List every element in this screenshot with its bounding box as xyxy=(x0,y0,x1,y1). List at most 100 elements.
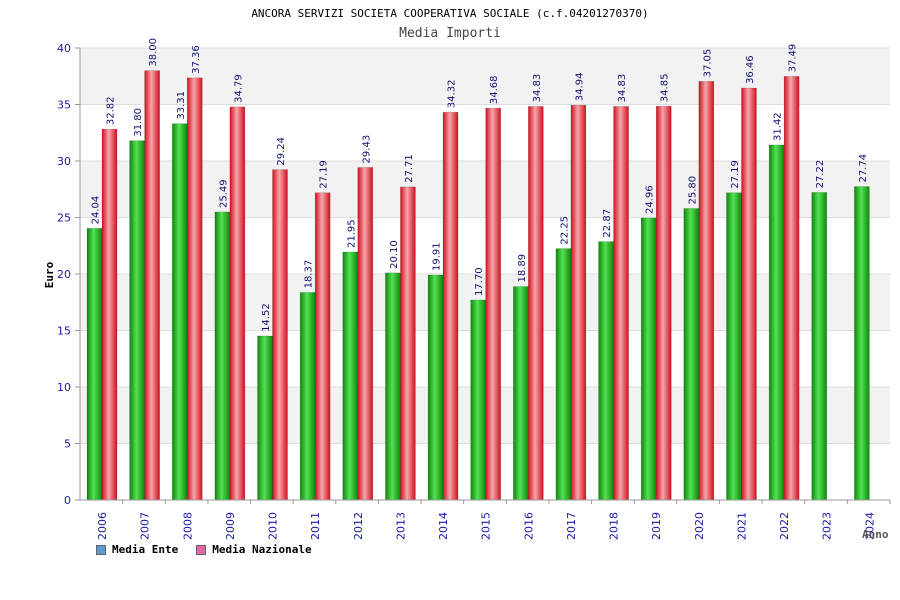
bar-media-nazionale xyxy=(698,81,715,501)
bar-media-ente xyxy=(726,192,742,501)
x-tick-label: 2007 xyxy=(139,512,152,540)
y-tick-label: 10 xyxy=(57,381,71,394)
x-tick-label: 2019 xyxy=(650,512,663,540)
x-tick-label: 2006 xyxy=(96,512,109,540)
data-label-media-ente: 27.74 xyxy=(858,154,869,183)
data-label-media-nazionale: 34.83 xyxy=(532,74,543,103)
data-label-media-ente: 19.91 xyxy=(432,242,443,271)
bar-media-nazionale xyxy=(187,77,203,501)
bar-media-nazionale xyxy=(783,76,800,501)
data-label-media-ente: 22.87 xyxy=(602,209,613,238)
data-label-media-nazionale: 37.49 xyxy=(788,44,799,73)
y-tick-label: 15 xyxy=(57,325,71,338)
bar-media-ente xyxy=(598,241,614,501)
legend-label-media-nazionale: Media Nazionale xyxy=(212,543,312,556)
x-tick-label: 2021 xyxy=(735,512,748,540)
legend-item-media-nazionale: Media Nazionale xyxy=(196,543,312,556)
x-tick-label: 2010 xyxy=(267,512,280,540)
data-label-media-ente: 21.95 xyxy=(346,219,357,248)
bar-media-nazionale xyxy=(101,128,118,501)
data-label-media-nazionale: 34.83 xyxy=(617,74,628,103)
data-label-media-ente: 18.37 xyxy=(304,260,315,289)
y-tick-label: 20 xyxy=(57,268,71,281)
chart-subtitle: Media Importi xyxy=(399,26,501,41)
data-label-media-nazionale: 37.05 xyxy=(702,49,713,78)
data-label-media-ente: 31.80 xyxy=(133,108,144,137)
x-tick-label: 2017 xyxy=(565,512,578,540)
y-tick-label: 35 xyxy=(57,99,71,112)
bar-media-ente xyxy=(683,208,700,501)
data-label-media-ente: 20.10 xyxy=(389,240,400,269)
x-tick-label: 2011 xyxy=(309,512,322,540)
data-label-media-nazionale: 37.36 xyxy=(191,45,202,74)
data-label-media-ente: 31.42 xyxy=(773,112,784,141)
legend-label-media-ente: Media Ente xyxy=(112,543,179,556)
bar-media-nazionale xyxy=(528,106,544,501)
data-label-media-nazionale: 36.46 xyxy=(745,55,756,84)
bar-media-nazionale xyxy=(357,167,374,501)
x-tick-label: 2013 xyxy=(394,512,407,540)
x-tick-label: 2008 xyxy=(181,512,194,540)
data-label-media-nazionale: 29.43 xyxy=(361,135,372,164)
x-tick-label: 2009 xyxy=(224,512,237,540)
data-label-media-nazionale: 29.24 xyxy=(276,137,287,166)
bar-media-nazionale xyxy=(485,107,501,501)
bar-media-ente xyxy=(427,274,444,501)
data-label-media-ente: 18.89 xyxy=(517,254,528,283)
x-tick-label: 2023 xyxy=(821,512,834,540)
bar-media-nazionale xyxy=(400,186,416,501)
bar-media-nazionale xyxy=(741,87,757,501)
legend-item-media-ente: Media Ente xyxy=(96,543,178,556)
bar-media-ente xyxy=(640,217,657,501)
chart-title: ANCORA SERVIZI SOCIETA COOPERATIVA SOCIA… xyxy=(251,7,648,20)
bar-media-ente xyxy=(129,140,145,501)
bar-media-nazionale xyxy=(570,104,587,501)
bar-media-nazionale xyxy=(314,192,331,501)
y-tick-label: 40 xyxy=(57,42,71,55)
legend-swatch-media-ente xyxy=(96,544,106,555)
data-label-media-nazionale: 38.00 xyxy=(148,38,159,67)
data-label-media-nazionale: 34.94 xyxy=(574,73,585,102)
data-label-media-nazionale: 27.19 xyxy=(319,160,330,189)
data-label-media-nazionale: 34.79 xyxy=(233,74,244,103)
data-label-media-ente: 24.04 xyxy=(91,196,102,225)
bar-media-ente xyxy=(86,228,103,501)
data-label-media-ente: 25.49 xyxy=(218,179,229,208)
bar-media-nazionale xyxy=(442,111,459,501)
data-label-media-ente: 27.22 xyxy=(815,160,826,189)
data-label-media-nazionale: 34.85 xyxy=(660,74,671,103)
x-tick-label: 2020 xyxy=(693,512,706,540)
x-tick-label: 2016 xyxy=(522,512,535,540)
bar-media-ente xyxy=(214,211,231,501)
data-label-media-nazionale: 34.32 xyxy=(447,80,458,109)
y-tick-label: 30 xyxy=(57,155,71,168)
bar-media-nazionale xyxy=(144,70,160,501)
y-tick-label: 0 xyxy=(64,494,71,507)
bar-media-nazionale xyxy=(272,169,288,501)
bar-media-ente xyxy=(555,248,572,501)
bar-media-nazionale xyxy=(229,106,246,501)
x-tick-label: 2022 xyxy=(778,512,791,540)
data-label-media-nazionale: 27.71 xyxy=(404,154,415,183)
legend-swatch-media-nazionale xyxy=(196,544,207,555)
data-label-media-nazionale: 34.68 xyxy=(489,75,500,104)
x-tick-label: 2018 xyxy=(608,512,621,540)
bar-media-ente xyxy=(257,335,273,501)
x-tick-label: 2014 xyxy=(437,512,450,540)
bar-media-ente xyxy=(385,272,401,501)
x-tick-label: 2024 xyxy=(863,512,876,540)
data-label-media-ente: 33.31 xyxy=(176,91,187,120)
bar-media-ente xyxy=(172,123,188,501)
bar-media-ente xyxy=(299,292,316,501)
bar-media-ente xyxy=(811,192,827,501)
y-tick-label: 25 xyxy=(57,212,71,225)
legend: Media Ente Media Nazionale xyxy=(96,543,312,556)
data-label-media-ente: 27.19 xyxy=(730,160,741,189)
y-tick-label: 5 xyxy=(64,438,71,451)
data-label-media-ente: 25.80 xyxy=(687,176,698,205)
data-label-media-ente: 24.96 xyxy=(645,185,656,214)
bar-media-ente xyxy=(342,251,359,501)
bar-media-ente xyxy=(854,186,870,501)
x-tick-label: 2015 xyxy=(480,512,493,540)
x-axis-label: Anno xyxy=(862,528,889,541)
